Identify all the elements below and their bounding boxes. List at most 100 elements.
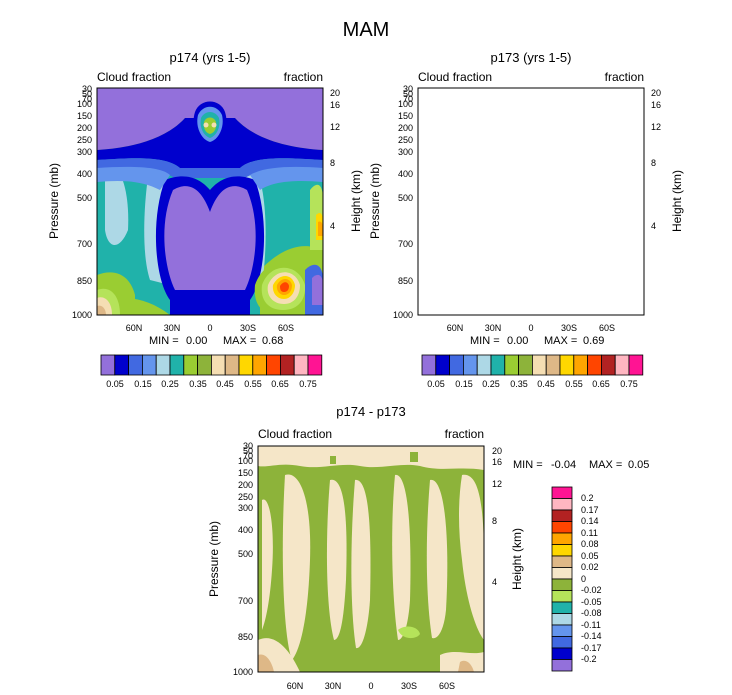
colorbar-swatch xyxy=(573,354,588,376)
min-max-readout: MIN = 0.00 MAX = 0.69 xyxy=(470,335,604,347)
height-tick-label: 16 xyxy=(651,100,661,110)
max-value: 0.05 xyxy=(628,459,649,471)
min-value: -0.04 xyxy=(551,459,576,471)
colorbar-swatch xyxy=(490,354,506,376)
y-tick-label: 50 xyxy=(82,89,92,99)
x-tick-label: 60S xyxy=(599,323,615,333)
y-tick-label: 100 xyxy=(398,99,413,109)
x-tick-label: 30N xyxy=(485,323,502,333)
y-tick-label: 30 xyxy=(403,84,413,94)
colorbar-swatch xyxy=(449,354,464,376)
y-tick-label: 300 xyxy=(77,147,92,157)
y-tick-label: 150 xyxy=(398,111,413,121)
page-title: MAM xyxy=(343,19,390,41)
colorbar-swatch xyxy=(100,354,116,376)
min-value: 0.00 xyxy=(186,335,207,347)
y-tick-label: 700 xyxy=(238,596,253,606)
colorbar-swatch xyxy=(551,659,573,672)
y-tick-label: 1000 xyxy=(72,310,92,320)
x-tick-label: 30N xyxy=(164,323,181,333)
plot-frame xyxy=(417,87,645,316)
min-max-readout: MIN = 0.00 MAX = 0.68 xyxy=(149,335,283,347)
y-tick-label: 200 xyxy=(238,480,253,490)
panel-title: p174 - p173 xyxy=(336,404,405,419)
colorbar-swatch xyxy=(551,555,573,568)
y-tick-label: 400 xyxy=(77,169,92,179)
colorbar-swatch xyxy=(628,354,644,376)
y-tick-label: 250 xyxy=(398,135,413,145)
y-tick-label: 200 xyxy=(77,123,92,133)
colorbar-swatch xyxy=(128,354,143,376)
colorbar-swatch xyxy=(238,354,254,376)
colorbar-swatch xyxy=(587,354,602,376)
x-tick-label: 0 xyxy=(528,323,533,333)
colorbar-label: 0.65 xyxy=(592,379,610,389)
height-tick-label: 20 xyxy=(330,88,340,98)
colorbar-label: 0.35 xyxy=(189,379,207,389)
y-axis-left: 30 50 70 100 150 200 250 300 400 500 700… xyxy=(368,84,413,320)
colorbar-swatch xyxy=(551,544,573,557)
y-tick-label: 100 xyxy=(77,99,92,109)
colorbar-label: 0.65 xyxy=(271,379,289,389)
y-axis-left: 30 50 70 100 150 200 250 300 400 500 700… xyxy=(47,84,92,320)
colorbar-swatch xyxy=(197,354,212,376)
y-axis-left: 30 50 70 100 150 200 250 300 400 500 700… xyxy=(207,441,253,677)
colorbar-swatch xyxy=(551,521,573,534)
y-tick-label: 500 xyxy=(238,549,253,559)
height-axis-title: Height (km) xyxy=(510,528,524,590)
height-tick-label: 20 xyxy=(492,446,502,456)
left-string: Cloud fraction xyxy=(418,70,492,84)
colorbar-label: 0.35 xyxy=(510,379,528,389)
x-tick-label: 60S xyxy=(439,681,455,691)
colorbar-label: -0.2 xyxy=(581,654,597,664)
x-tick-label: 60N xyxy=(126,323,143,333)
colorbar-swatch xyxy=(614,354,630,376)
height-tick-label: 12 xyxy=(492,479,502,489)
x-axis: 60N 30N 0 30S 60S xyxy=(447,323,615,333)
x-tick-label: 30S xyxy=(561,323,577,333)
panel-p174: p174 (yrs 1-5) Cloud fraction fraction xyxy=(47,50,363,389)
colorbar-label: -0.17 xyxy=(581,643,602,653)
y-tick-label: 70 xyxy=(243,451,253,461)
colorbar-swatch xyxy=(518,354,533,376)
y-tick-label: 850 xyxy=(238,632,253,642)
x-tick-label: 60N xyxy=(287,681,304,691)
colorbar-swatch xyxy=(545,354,561,376)
y-axis-title: Pressure (mb) xyxy=(207,521,221,597)
y-tick-label: 300 xyxy=(238,503,253,513)
x-tick-label: 30S xyxy=(401,681,417,691)
colorbar-swatch xyxy=(504,354,519,376)
y-tick-label: 200 xyxy=(398,123,413,133)
colorbar-labels: 0.2 0.17 0.14 0.11 0.08 0.05 0.02 0 -0.0… xyxy=(581,493,602,664)
colorbar-swatch xyxy=(252,354,268,376)
colorbar-swatch xyxy=(551,601,573,614)
colorbar-label: 0.75 xyxy=(299,379,317,389)
y-tick-label: 30 xyxy=(243,441,253,451)
y-tick-label: 500 xyxy=(77,193,92,203)
colorbar-label: 0.55 xyxy=(565,379,583,389)
height-tick-label: 4 xyxy=(492,577,497,587)
colorbar-swatch xyxy=(476,354,492,376)
height-tick-label: 12 xyxy=(330,122,340,132)
colorbar-label: 0.17 xyxy=(581,505,599,515)
colorbar-label: 0.2 xyxy=(581,493,594,503)
colorbar-swatch xyxy=(435,354,450,376)
colorbar-swatch xyxy=(307,354,323,376)
right-string: fraction xyxy=(284,70,323,84)
colorbar-swatch xyxy=(551,509,573,522)
colorbar-swatch xyxy=(551,498,573,511)
colorbar-swatch xyxy=(155,354,171,376)
panel-difference: p174 - p173 Cloud fraction fraction 30 5… xyxy=(207,404,649,691)
y-axis-title: Pressure (mb) xyxy=(368,163,382,239)
y-tick-label: 150 xyxy=(77,111,92,121)
colorbar-swatch xyxy=(266,354,281,376)
height-axis-title: Height (km) xyxy=(349,170,363,232)
max-value: 0.69 xyxy=(583,335,604,347)
colorbar-label: 0.14 xyxy=(581,516,599,526)
height-tick-label: 8 xyxy=(330,158,335,168)
colorbar-label: -0.14 xyxy=(581,631,602,641)
left-string: Cloud fraction xyxy=(97,70,171,84)
colorbar-swatch xyxy=(224,354,240,376)
colorbar-label: 0.11 xyxy=(581,528,598,538)
y-axis-right: 20 16 12 8 4 Height (km) xyxy=(651,88,684,232)
